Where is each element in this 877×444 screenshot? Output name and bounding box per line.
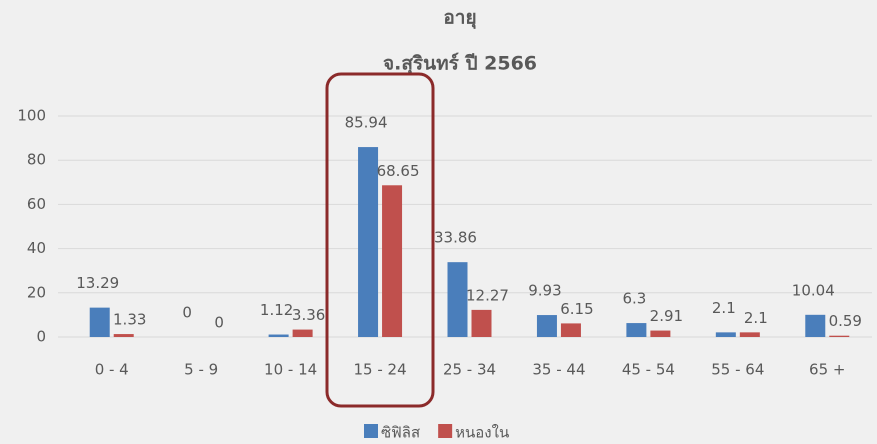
bar xyxy=(268,334,289,337)
value-label: 13.29 xyxy=(76,274,119,292)
value-label: 6.3 xyxy=(622,290,646,308)
value-label: 0 xyxy=(182,304,192,322)
bar xyxy=(89,307,110,337)
value-label: 6.15 xyxy=(560,300,593,318)
value-label: 12.27 xyxy=(466,286,509,304)
x-tick-label: 15 - 24 xyxy=(353,361,406,379)
value-label: 2.1 xyxy=(712,299,736,317)
y-tick-label: 80 xyxy=(27,151,46,169)
bar xyxy=(626,323,647,337)
x-tick-label: 35 - 44 xyxy=(532,361,585,379)
value-label: 2.91 xyxy=(650,307,683,325)
bar xyxy=(560,323,581,337)
y-tick-label: 60 xyxy=(27,195,46,213)
x-tick-label: 45 - 54 xyxy=(622,361,675,379)
x-tick-label: 5 - 9 xyxy=(184,361,218,379)
highlight-box xyxy=(325,72,435,408)
value-label: 0 xyxy=(214,314,224,332)
bar xyxy=(471,309,492,337)
y-tick-label: 20 xyxy=(27,283,46,301)
x-tick-label: 0 - 4 xyxy=(95,361,129,379)
value-label: 1.12 xyxy=(260,301,293,319)
value-label: 85.94 xyxy=(345,114,388,132)
bar xyxy=(739,332,760,337)
legend-label: หนองใน xyxy=(455,424,509,442)
value-label: 9.93 xyxy=(528,282,561,300)
value-label: 0.59 xyxy=(829,312,862,330)
bar xyxy=(536,315,557,337)
y-tick-label: 40 xyxy=(27,239,46,257)
value-label: 2.1 xyxy=(744,309,768,327)
legend-swatch xyxy=(438,424,453,438)
x-tick-label: 25 - 34 xyxy=(443,361,496,379)
value-label: 3.36 xyxy=(292,306,325,324)
bar xyxy=(113,334,134,337)
legend-label: ซิฟิลิส xyxy=(381,424,420,442)
legend-swatch xyxy=(364,424,378,438)
x-tick-label: 10 - 14 xyxy=(264,361,317,379)
bar xyxy=(382,185,403,337)
y-tick-label: 0 xyxy=(36,328,46,346)
value-label: 10.04 xyxy=(792,281,835,299)
bar xyxy=(292,329,313,337)
chart-subtitle: จ.สุรินทร์ ปี 2566 xyxy=(383,53,537,76)
bar xyxy=(447,262,468,337)
value-label: 33.86 xyxy=(434,229,477,247)
bar xyxy=(358,147,379,337)
bar xyxy=(715,332,736,337)
x-tick-label: 55 - 64 xyxy=(711,361,764,379)
y-tick-label: 100 xyxy=(17,107,46,125)
value-label: 1.33 xyxy=(113,311,146,329)
x-tick-label: 65 + xyxy=(809,361,845,379)
value-label: 68.65 xyxy=(377,162,420,180)
bar xyxy=(805,314,826,337)
bar xyxy=(829,335,850,337)
bar xyxy=(650,330,671,337)
chart-title: อายุ xyxy=(443,7,476,30)
